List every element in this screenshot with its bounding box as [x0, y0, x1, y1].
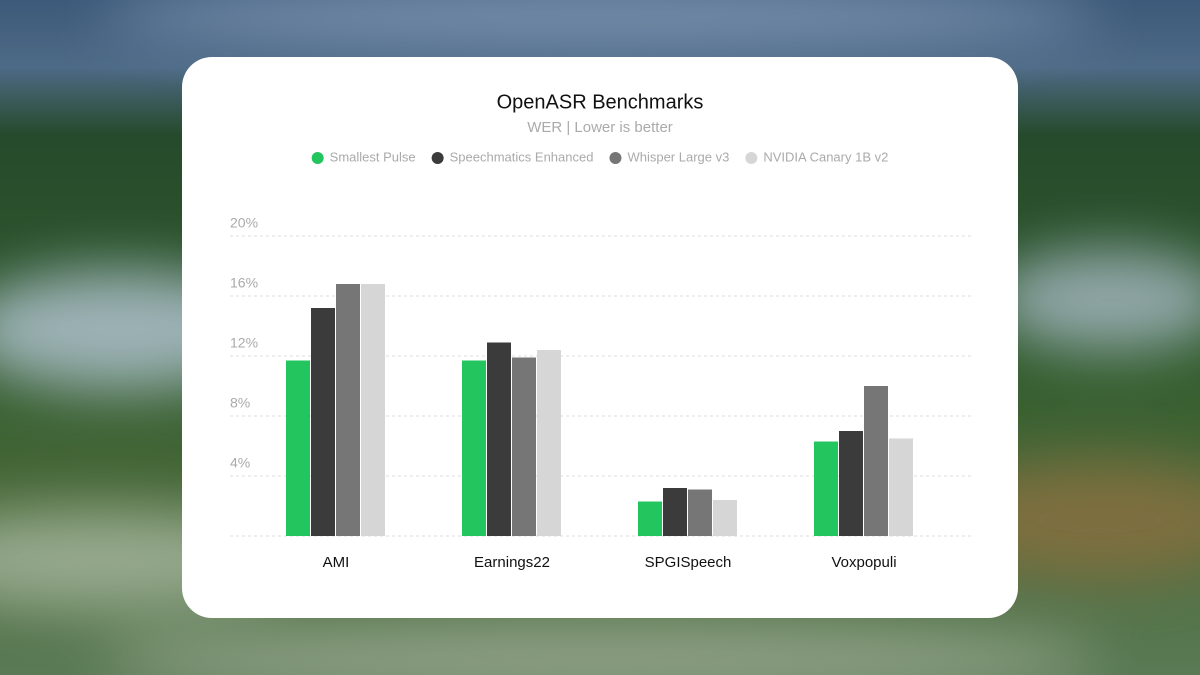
legend-swatch	[745, 152, 758, 164]
legend-swatch	[431, 152, 444, 164]
bar	[286, 360, 310, 536]
bar	[889, 438, 913, 536]
legend: Smallest Pulse Speechmatics Enhanced Whisp…	[311, 149, 888, 164]
x-tick-label: AMI	[323, 554, 350, 571]
x-tick-label: Earnings22	[474, 554, 550, 571]
bar	[638, 501, 662, 536]
legend-label: Smallest Pulse	[330, 149, 416, 164]
legend-label: NVIDIA Canary 1B v2	[763, 149, 888, 164]
x-tick-label: SPGISpeech	[645, 554, 732, 571]
bar	[512, 357, 536, 536]
legend-item: Whisper Large v3	[609, 149, 729, 164]
legend-label: Whisper Large v3	[627, 149, 729, 164]
legend-label: Speechmatics Enhanced	[450, 149, 594, 164]
bar	[713, 500, 737, 536]
bar	[336, 284, 360, 536]
bar	[311, 308, 335, 536]
legend-swatch	[311, 152, 324, 164]
bar	[361, 284, 385, 536]
bar	[864, 386, 888, 536]
bar	[839, 431, 863, 536]
chart-title: OpenASR Benchmarks	[497, 91, 704, 113]
bar	[462, 360, 486, 536]
legend-item: Speechmatics Enhanced	[431, 149, 594, 164]
bar	[688, 489, 712, 536]
x-tick-label: Voxpopuli	[831, 554, 896, 571]
y-tick-label: 8%	[230, 395, 250, 411]
legend-item: Smallest Pulse	[311, 149, 416, 164]
y-tick-label: 20%	[230, 215, 258, 231]
bar	[663, 488, 687, 536]
y-tick-label: 12%	[230, 335, 258, 351]
bar	[487, 342, 511, 536]
chart-subtitle: WER | Lower is better	[527, 119, 673, 136]
legend-swatch	[609, 152, 622, 164]
y-tick-label: 16%	[230, 275, 258, 291]
legend-item: NVIDIA Canary 1B v2	[745, 149, 888, 164]
card	[182, 57, 1018, 618]
bar	[537, 350, 561, 536]
y-tick-label: 4%	[230, 455, 250, 471]
bar	[814, 441, 838, 536]
